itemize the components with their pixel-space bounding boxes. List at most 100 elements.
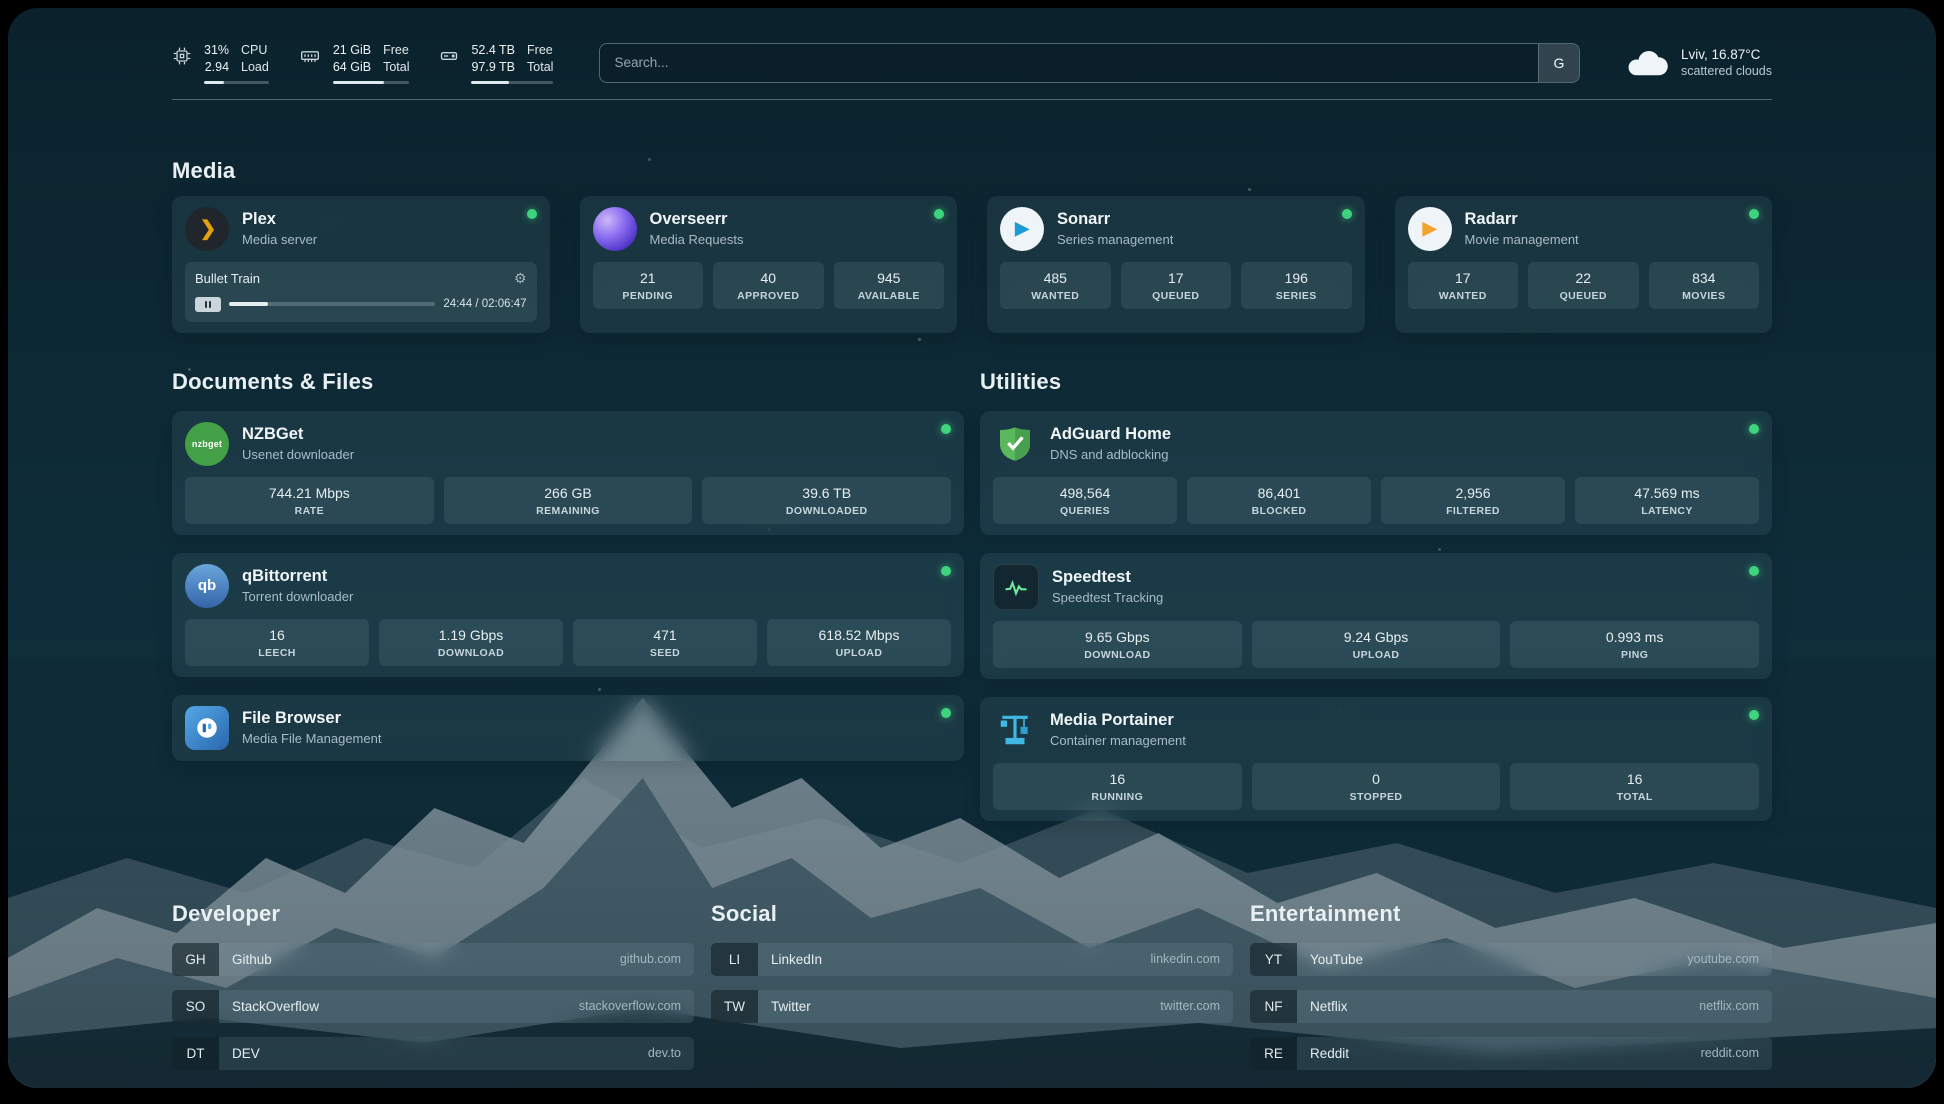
bookmark-rows: LI LinkedIn linkedin.com TW Twitter twit… <box>711 942 1233 1023</box>
status-dot <box>941 565 951 576</box>
service-description: Movie management <box>1464 232 1579 247</box>
card-header: ▶ Sonarr Series management <box>1000 206 1352 251</box>
service-card-nzbget[interactable]: nzbget NZBGet Usenet downloader 744.21 M… <box>172 410 964 535</box>
stat-stopped: 0 STOPPED <box>1251 762 1501 810</box>
bookmark-linkedin[interactable]: LI LinkedIn linkedin.com <box>711 942 1233 976</box>
bookmark-name: Reddit <box>1310 1045 1350 1061</box>
search-provider-button[interactable]: G <box>1537 43 1579 82</box>
memory-stats: 21 GiB Free 64 GiB Total <box>332 42 410 84</box>
stat-rate: 744.21 Mbps RATE <box>185 476 434 524</box>
service-name: NZBGet <box>242 425 304 443</box>
disk-stats: 52.4 TB Free 97.9 TB Total <box>471 42 554 84</box>
stats-row: 17 WANTED 22 QUEUED 834 MOVIES <box>1407 261 1759 309</box>
nzbget-icon: nzbget <box>185 421 229 466</box>
card-header: ❯ Plex Media server <box>185 206 537 251</box>
overseerr-icon <box>592 206 637 251</box>
card-header: AdGuard Home DNS and adblocking <box>993 422 1759 466</box>
bookmark-netflix[interactable]: NF Netflix netflix.com <box>1250 989 1772 1023</box>
stat-latency: 47.569 ms LATENCY <box>1575 476 1759 524</box>
service-name: Sonarr <box>1057 210 1111 228</box>
header-divider <box>172 98 1772 100</box>
search-input[interactable] <box>600 55 1538 71</box>
service-card-qbittorrent[interactable]: qb qBittorrent Torrent downloader 16 LEEC… <box>172 552 964 677</box>
stat-movies: 834 MOVIES <box>1648 261 1759 309</box>
stat-download: 1.19 Gbps DOWNLOAD <box>379 618 563 666</box>
bookmark-abbr: NF <box>1250 989 1297 1023</box>
stat-wanted: 17 WANTED <box>1407 261 1518 309</box>
stat-leech: 16 LEECH <box>185 618 369 666</box>
bookmark-reddit[interactable]: RE Reddit reddit.com <box>1250 1036 1772 1070</box>
disk-free-value: 52.4 TB <box>471 43 516 57</box>
service-card-adguard[interactable]: AdGuard Home DNS and adblocking 498,564 Q… <box>980 410 1772 535</box>
stat-ping: 0.993 ms PING <box>1510 620 1760 668</box>
memory-icon <box>300 51 319 62</box>
memory-total-value: 64 GiB <box>332 60 372 75</box>
stat-total: 16 TOTAL <box>1510 762 1760 810</box>
cpu-load-value: 2.94 <box>204 60 230 75</box>
bookmark-abbr: DT <box>172 1036 219 1070</box>
bookmark-rows: YT YouTube youtube.com NF Netflix netfli… <box>1250 942 1772 1070</box>
service-name: Overseerr <box>649 210 728 228</box>
cpu-widget: 31% CPU 2.94 Load <box>172 42 269 84</box>
bookmark-domain: netflix.com <box>1699 999 1759 1013</box>
cpu-progress-bar <box>204 80 269 84</box>
documents-column: Documents & Files nzbget NZBGet Usenet d… <box>172 369 964 761</box>
stat-downloaded: 39.6 TB DOWNLOADED <box>702 476 952 524</box>
section-title-media: Media <box>172 157 236 183</box>
section-title-documents: Documents & Files <box>172 368 374 394</box>
bookmark-dev[interactable]: DT DEV dev.to <box>172 1036 694 1070</box>
pause-button[interactable] <box>195 296 221 312</box>
section-title-utilities: Utilities <box>980 368 1062 394</box>
playback-progress-track[interactable] <box>229 302 436 306</box>
gear-icon[interactable]: ⚙ <box>513 269 527 286</box>
stat-running: 16 RUNNING <box>993 762 1242 810</box>
status-dot <box>526 208 537 219</box>
service-card-portainer[interactable]: Media Portainer Container management 16 R… <box>980 696 1772 821</box>
stat-upload: 9.24 Gbps UPLOAD <box>1251 620 1501 668</box>
bookmarks-section: Developer GH Github github.com SO StackO… <box>172 901 1772 1070</box>
service-description: Usenet downloader <box>242 447 355 462</box>
weather-text: Lviv, 16.87°C scattered clouds <box>1681 47 1772 78</box>
service-name: qBittorrent <box>242 567 328 585</box>
service-card-filebrowser[interactable]: File Browser Media File Management <box>172 694 964 761</box>
disk-widget: 52.4 TB Free 97.9 TB Total <box>439 42 554 84</box>
playback-time: 24:44 / 02:06:47 <box>443 298 527 310</box>
stat-queued: 17 QUEUED <box>1120 261 1231 309</box>
service-card-speedtest[interactable]: Speedtest Speedtest Tracking 9.65 Gbps DO… <box>980 552 1772 679</box>
service-card-sonarr[interactable]: ▶ Sonarr Series management 485 WANTED 17 Q… <box>987 195 1365 333</box>
stats-row: 16 LEECH 1.19 Gbps DOWNLOAD 471 SEED 618.52… <box>185 618 951 666</box>
memory-free-value: 21 GiB <box>332 43 372 57</box>
bookmark-domain: twitter.com <box>1160 999 1220 1013</box>
disk-progress-bar <box>471 80 554 84</box>
service-name: Speedtest <box>1052 568 1131 586</box>
search-bar[interactable]: G <box>599 42 1580 83</box>
bookmark-domain: dev.to <box>647 1046 681 1060</box>
stat-remaining: 266 GB REMAINING <box>443 476 693 524</box>
bookmark-github[interactable]: GH Github github.com <box>172 942 694 976</box>
stats-row: 744.21 Mbps RATE 266 GB REMAINING 39.6 TB D… <box>185 476 952 524</box>
status-dot <box>1749 709 1759 720</box>
service-description: Speedtest Tracking <box>1052 590 1164 605</box>
bookmark-stackoverflow[interactable]: SO StackOverflow stackoverflow.com <box>172 989 694 1023</box>
bookmark-twitter[interactable]: TW Twitter twitter.com <box>711 989 1233 1023</box>
plex-now-playing: Bullet Train ⚙ 24:44 / 02:06:47 <box>185 261 537 322</box>
service-description: Media server <box>242 232 318 247</box>
bookmark-group-developer: Developer GH Github github.com SO StackO… <box>172 901 694 1070</box>
card-header: qb qBittorrent Torrent downloader <box>185 563 951 608</box>
filebrowser-icon <box>185 705 229 750</box>
card-header: Speedtest Speedtest Tracking <box>993 563 1759 610</box>
bookmark-abbr: GH <box>172 942 219 976</box>
stat-upload: 618.52 Mbps UPLOAD <box>767 618 951 666</box>
service-card-overseerr[interactable]: Overseerr Media Requests 21 PENDING 40 APP… <box>579 195 957 333</box>
cloud-icon <box>1628 50 1668 76</box>
service-description: Container management <box>1050 733 1186 748</box>
stat-queued: 22 QUEUED <box>1528 261 1639 309</box>
service-description: Torrent downloader <box>242 589 354 604</box>
cpu-icon <box>173 47 191 65</box>
service-card-radarr[interactable]: ▶ Radarr Movie management 17 WANTED 22 QUE… <box>1394 195 1772 333</box>
card-header: nzbget NZBGet Usenet downloader <box>185 421 951 466</box>
status-dot <box>941 707 951 718</box>
radarr-icon: ▶ <box>1407 206 1452 251</box>
service-card-plex[interactable]: ❯ Plex Media server Bullet Train ⚙ 24:44 <box>172 195 550 333</box>
bookmark-youtube[interactable]: YT YouTube youtube.com <box>1250 942 1772 976</box>
